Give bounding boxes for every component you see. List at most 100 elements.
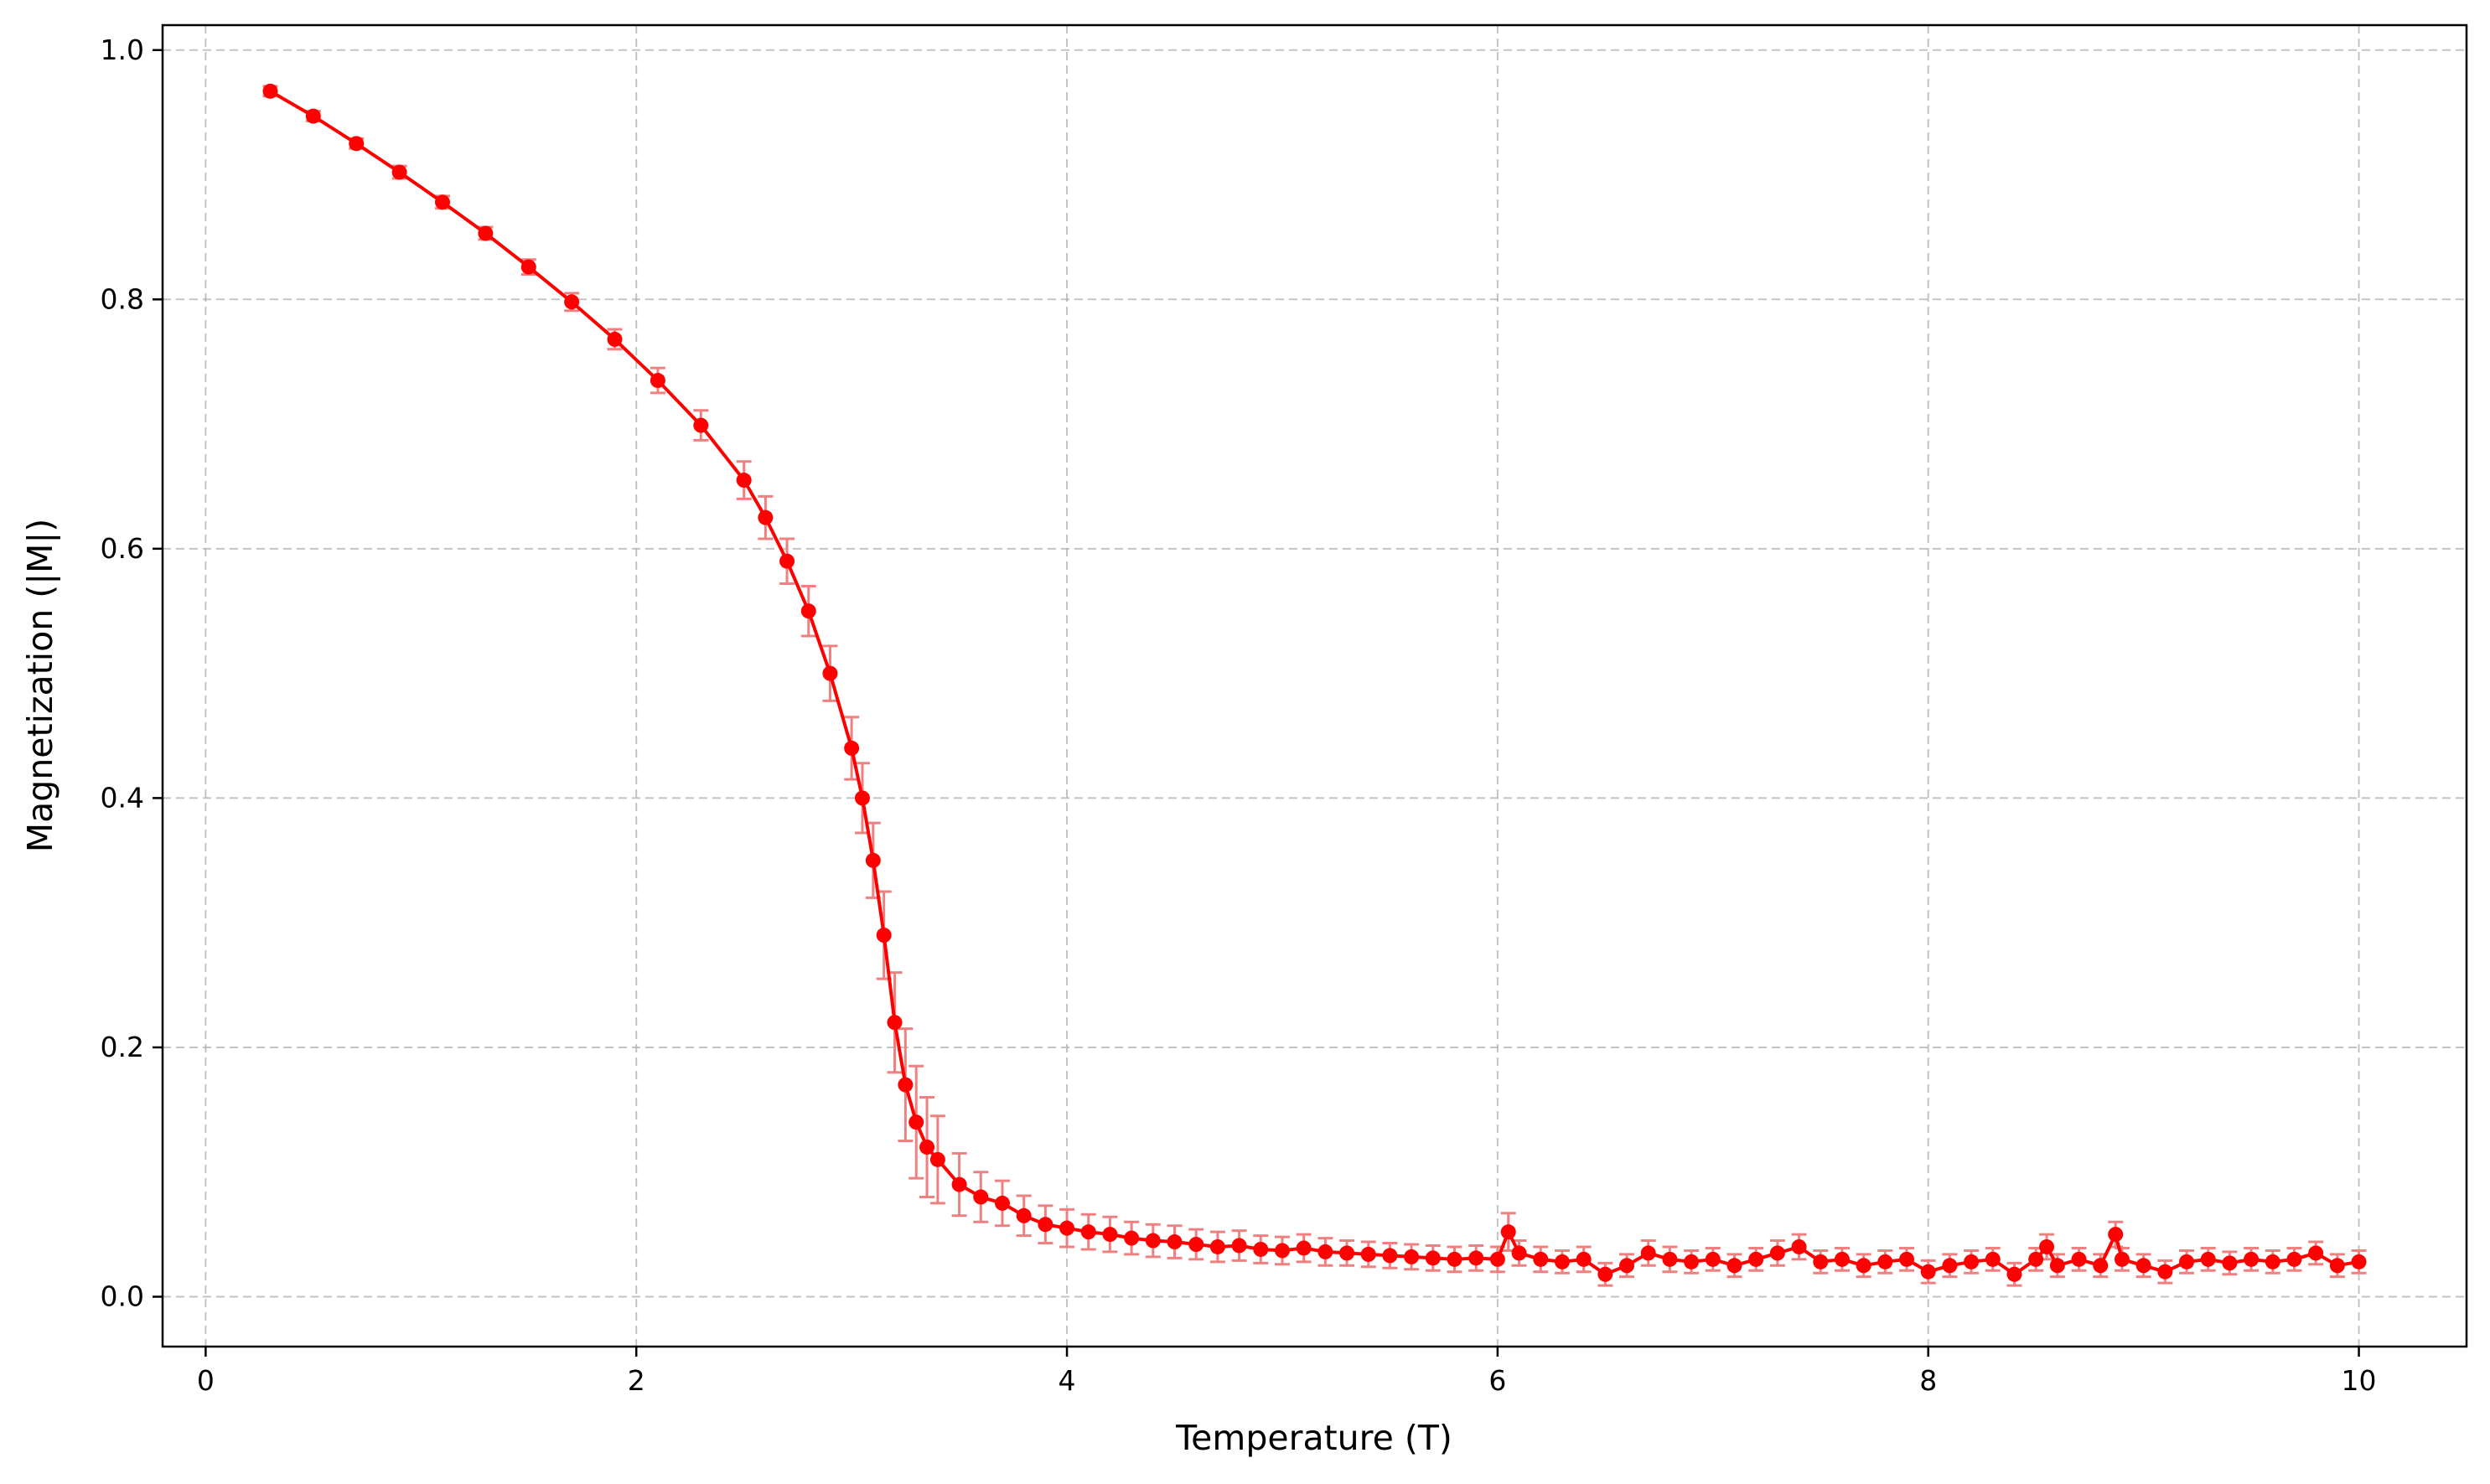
data-point <box>1059 1220 1075 1236</box>
data-point <box>887 1015 903 1031</box>
data-point <box>2093 1258 2109 1274</box>
data-point <box>1813 1254 1829 1269</box>
data-point <box>865 852 881 868</box>
data-point <box>876 928 892 944</box>
data-point <box>973 1189 989 1205</box>
data-point <box>1404 1249 1420 1264</box>
grid <box>163 25 2467 1347</box>
data-point <box>854 790 870 806</box>
data-point <box>2028 1251 2044 1267</box>
x-tick-label: 0 <box>197 1364 215 1397</box>
data-point <box>1339 1245 1355 1261</box>
data-point <box>2049 1258 2065 1274</box>
y-tick-label: 0.6 <box>101 532 144 565</box>
data-point <box>1167 1234 1183 1250</box>
data-point <box>2265 1254 2280 1269</box>
data-point <box>1964 1254 1980 1269</box>
data-point <box>2244 1251 2260 1267</box>
data-point <box>2286 1251 2302 1267</box>
y-tick-label: 0.8 <box>101 282 144 315</box>
data-point <box>1016 1207 1032 1223</box>
data-point <box>1791 1238 1807 1254</box>
data-point <box>262 83 278 99</box>
data-point <box>779 553 795 569</box>
data-point <box>1856 1258 1871 1274</box>
x-tick-label: 4 <box>1059 1364 1076 1397</box>
data-point <box>434 194 450 210</box>
data-point <box>1877 1254 1893 1269</box>
data-point <box>1038 1217 1053 1233</box>
data-point <box>1360 1246 1376 1262</box>
data-point <box>2108 1227 2124 1243</box>
data-point <box>919 1139 935 1155</box>
data-point <box>1447 1251 1462 1267</box>
data-point <box>1576 1251 1592 1267</box>
data-point <box>1468 1250 1484 1266</box>
data-point <box>800 603 816 619</box>
data-point <box>2006 1266 2022 1282</box>
data-point <box>391 164 407 180</box>
y-axis-label: Magnetization (|M|) <box>20 519 60 852</box>
x-tick-label: 10 <box>2342 1364 2377 1397</box>
data-point <box>520 259 536 275</box>
data-point <box>2039 1238 2055 1254</box>
data-point <box>1080 1224 1096 1240</box>
series-polyline <box>269 90 2359 1277</box>
data-point <box>909 1114 924 1130</box>
data-point <box>1124 1230 1140 1246</box>
x-tick-label: 8 <box>1919 1364 1937 1397</box>
data-point <box>1834 1251 1850 1267</box>
data-point <box>1985 1251 2001 1267</box>
y-tick-label: 0.2 <box>101 1031 144 1063</box>
data-point <box>1554 1254 1570 1269</box>
data-point <box>2329 1258 2345 1274</box>
data-point <box>1296 1240 1312 1256</box>
x-tick-label: 6 <box>1488 1364 1506 1397</box>
data-point <box>1231 1238 1247 1254</box>
data-point <box>1533 1251 1549 1267</box>
data-point <box>1274 1243 1290 1259</box>
data-point <box>478 225 494 241</box>
x-axis-label: Temperature (T) <box>1175 1418 1452 1458</box>
data-point <box>1662 1251 1678 1267</box>
data-point <box>1684 1254 1700 1269</box>
data-point <box>1705 1251 1721 1267</box>
y-tick-label: 1.0 <box>101 34 144 66</box>
data-point <box>844 740 860 756</box>
data-point <box>1489 1251 1505 1267</box>
x-axis-ticks: 0 2 4 6 8 10 <box>197 1347 2377 1397</box>
data-point <box>2308 1245 2324 1261</box>
data-point <box>1920 1264 1936 1280</box>
data-point <box>1597 1266 1613 1282</box>
data-point <box>1899 1251 1915 1267</box>
data-points <box>262 83 2367 1282</box>
data-point <box>2071 1251 2087 1267</box>
data-point <box>1619 1258 1635 1274</box>
data-point <box>1500 1224 1516 1240</box>
x-tick-label: 2 <box>628 1364 645 1397</box>
data-point <box>822 665 838 681</box>
data-point <box>898 1077 914 1093</box>
data-point <box>1726 1258 1742 1274</box>
data-point <box>951 1176 967 1192</box>
data-point <box>1317 1244 1333 1259</box>
data-point <box>1188 1237 1204 1253</box>
data-point <box>2157 1264 2173 1280</box>
data-point <box>693 417 709 433</box>
data-point <box>2179 1254 2195 1269</box>
data-point <box>2135 1258 2151 1274</box>
data-point <box>650 373 665 389</box>
data-point <box>758 509 774 525</box>
data-point <box>736 473 752 489</box>
data-point <box>1102 1227 1118 1243</box>
data-point <box>305 108 321 124</box>
data-point <box>2351 1254 2367 1269</box>
data-point <box>607 331 623 347</box>
data-point <box>2200 1251 2216 1267</box>
data-point <box>1209 1238 1225 1254</box>
data-point <box>1425 1250 1441 1266</box>
data-point <box>1769 1245 1785 1261</box>
data-point <box>2222 1255 2238 1271</box>
